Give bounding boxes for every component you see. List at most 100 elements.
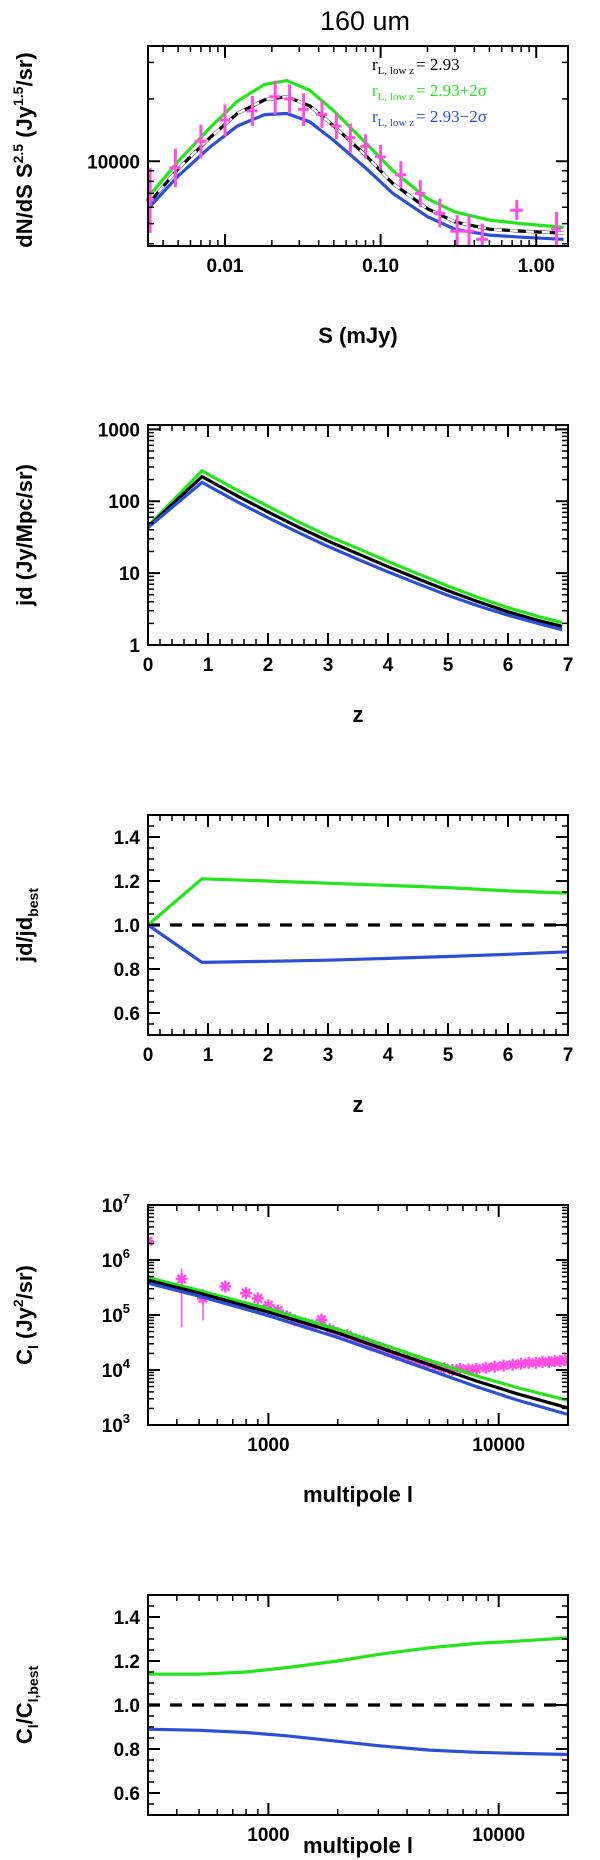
x-tick-label: 5 (443, 1045, 454, 1066)
data-marker (219, 1280, 232, 1293)
y-label-mid: /C (12, 1702, 37, 1724)
data-marker (470, 1362, 483, 1375)
y-tick-label: 105 (102, 1301, 130, 1327)
data-marker (251, 1292, 264, 1305)
x-tick-label: 10000 (472, 1825, 525, 1846)
y-label-sup: 2 (10, 1299, 26, 1307)
y-tick-label: 104 (102, 1356, 131, 1382)
x-tick-label: 2 (263, 1045, 274, 1066)
series-line-blue (148, 923, 568, 964)
errorbar-point (269, 80, 281, 115)
series-lines (148, 1636, 568, 1757)
errorbar-point (316, 101, 328, 128)
axis-ticks: 0.01 0.10 1.00 10000 (87, 46, 568, 277)
y-axis-label: Cl/Cl,best (12, 1665, 41, 1744)
x-tick-label: 2 (263, 655, 274, 676)
y-tick-label: 0.6 (114, 1004, 140, 1025)
x-tick-label: 0 (143, 655, 154, 676)
x-tick-label: 1 (203, 655, 214, 676)
x-tick-label: 0.01 (207, 256, 244, 277)
x-tick-label: 3 (323, 655, 334, 676)
series-lines (148, 877, 568, 964)
y-label-mid: (Jy (12, 105, 37, 144)
series-line-green (148, 877, 568, 927)
panel-jd-ratio: 0 1 2 3 4 5 6 7 0.6 0.8 1.0 1.2 1.4 z jd/jdbest (12, 814, 574, 1117)
errorbar-point (331, 113, 342, 140)
plot-frame (147, 45, 569, 247)
axis-ticks: 0 1 2 3 4 5 6 7 0.6 0.8 1.0 1.2 1.4 (114, 814, 574, 1066)
figure-title: 160 um (320, 6, 410, 36)
x-tick-label: 1.00 (518, 256, 555, 277)
series-line-blue (148, 1281, 568, 1417)
errorbar-point (169, 148, 181, 188)
errorbar-point (475, 223, 489, 246)
x-tick-label: 6 (503, 655, 514, 676)
series-line-blue (148, 111, 564, 241)
x-tick-label: 7 (563, 1045, 574, 1066)
data-marker (240, 1287, 253, 1300)
y-tick-label: 1 (129, 636, 140, 657)
series-line-blue (148, 1727, 568, 1757)
errorbar-point (551, 211, 562, 246)
x-tick-label: 5 (443, 655, 454, 676)
x-axis-label: S (mJy) (318, 323, 397, 348)
legend-entry-blue: rL, low z = 2.93−2σ (372, 107, 487, 129)
y-label-end: /sr) (12, 52, 37, 86)
series-lines (148, 469, 563, 632)
y-label-sup2: 1.5 (10, 86, 26, 106)
y-label-main: C (12, 1349, 37, 1365)
panel-power-spectrum-ratio: 1000 10000 0.6 0.8 1.0 1.2 1.4 multipole l Cl/… (12, 1594, 569, 1858)
errorbar-point (374, 144, 386, 170)
x-tick-label: 3 (323, 1045, 334, 1066)
y-tick-label: 1.0 (114, 1696, 140, 1717)
y-tick-label: 1.2 (114, 1652, 140, 1673)
y-tick-label: 10 (119, 564, 140, 585)
y-tick-label: 106 (102, 1246, 130, 1272)
x-tick-label: 4 (383, 1045, 394, 1066)
errorbar-point (246, 95, 258, 126)
legend-entry-green: rL, low z = 2.93+2σ (372, 81, 487, 103)
y-tick-label: 1.2 (114, 872, 140, 893)
y-label-main: jd/jd (12, 917, 37, 963)
errorbar-point (463, 215, 475, 246)
errorbar-point (298, 93, 309, 126)
data-marker (514, 1357, 527, 1370)
y-label-main: dN/dS S (12, 163, 37, 247)
errorbar-point (360, 134, 371, 159)
x-axis-label: multipole l (303, 1833, 413, 1858)
series-line-green (148, 1275, 568, 1402)
y-tick-label: 107 (102, 1191, 130, 1217)
panel-power-spectrum: 1000 10000 103 104 105 106 107 multipole l Cl … (10, 1191, 569, 1507)
y-tick-label: 1000 (98, 420, 140, 441)
y-label-sub: l (25, 1345, 41, 1349)
y-axis-label: Cl (Jy2/sr) (10, 1265, 41, 1365)
y-tick-label: 0.6 (114, 1784, 140, 1805)
series-line-black (148, 1278, 568, 1410)
y-tick-label: 10000 (87, 152, 140, 173)
series-line-black (148, 475, 563, 628)
x-tick-label: 1000 (247, 1435, 289, 1456)
x-tick-label: 10000 (472, 1435, 525, 1456)
y-label-end: /sr) (12, 1265, 37, 1299)
y-label-sub: best (25, 888, 41, 917)
x-tick-label: 1 (203, 1045, 214, 1066)
series-line-white (148, 95, 564, 235)
series-line-green (148, 469, 563, 625)
errorbar-point (450, 215, 464, 246)
x-tick-label: 0 (143, 1045, 154, 1066)
x-axis-label: z (353, 1092, 364, 1117)
legend: rL, low z = 2.93 rL, low z = 2.93+2σ rL, low… (372, 55, 487, 129)
y-tick-label: 1.4 (114, 1608, 141, 1629)
y-label-main: C (12, 1728, 37, 1744)
errorbar-point (510, 200, 523, 221)
y-label-sub2: l,best (25, 1665, 41, 1702)
y-tick-label: 103 (102, 1411, 130, 1437)
y-label-mid: (Jy (12, 1306, 37, 1345)
y-tick-label: 100 (108, 492, 140, 513)
y-axis-label: jd/jdbest (12, 888, 41, 963)
x-tick-label: 1000 (247, 1825, 289, 1846)
y-tick-label: 1.0 (114, 916, 140, 937)
